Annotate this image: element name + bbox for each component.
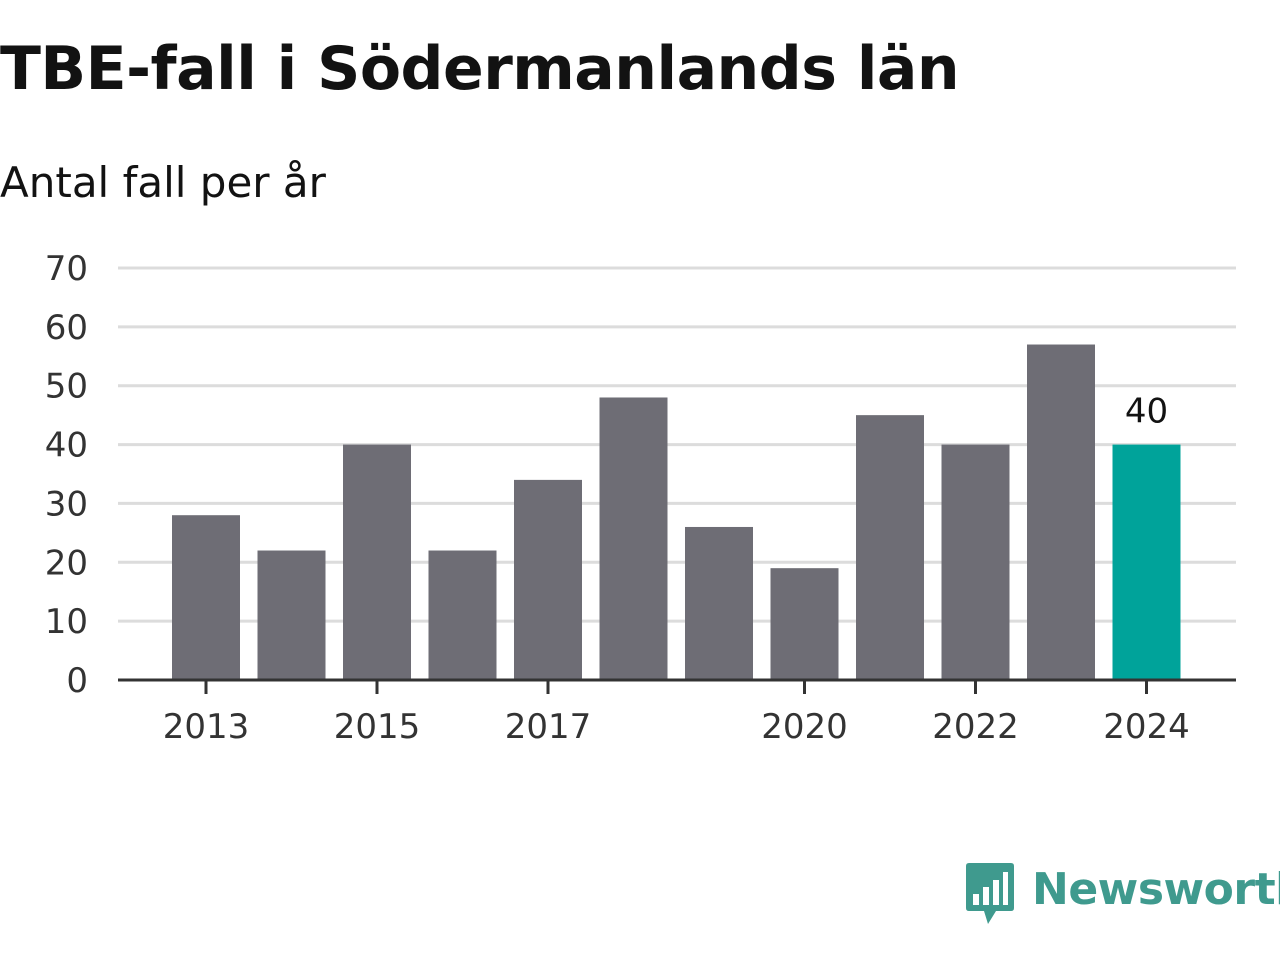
bar-2016 [428,550,497,680]
chart-subtitle: Antal fall per år [0,158,326,207]
y-tick-label: 0 [66,661,88,701]
chart-title: TBE-fall i Södermanlands län [0,34,960,104]
bar-2015 [343,444,411,680]
bars [172,344,1181,680]
bar-2019 [685,526,753,680]
bar-2014 [257,550,326,680]
bar-2022 [941,444,1010,680]
x-tick-label: 2024 [1103,707,1190,747]
bar-2024 [1112,444,1181,680]
x-tick-label: 2017 [505,707,592,747]
x-tick-label: 2013 [163,707,250,747]
y-tick-label: 60 [45,308,88,348]
bar-2020 [770,568,839,680]
y-tick-label: 50 [45,367,88,407]
y-tick-label: 10 [45,602,88,642]
bar-2021 [856,415,924,680]
y-tick-label: 20 [45,543,88,583]
labels: 0 10 20 30 40 50 60 70 2013 2015 2017 2020 2022 2024 4… [45,249,1190,747]
bar-2023 [1027,344,1095,680]
x-tick-label: 2015 [334,707,421,747]
brand-name: Newsworthy [1032,864,1280,915]
bar-2017 [514,479,582,680]
y-tick-label: 30 [45,484,88,524]
newsworthy-logo-icon [966,863,1014,924]
x-tick-label: 2022 [932,707,1019,747]
x-tick-label: 2020 [761,707,848,747]
data-label: 40 [1125,392,1168,432]
y-tick-label: 40 [45,426,88,466]
bar-2018 [599,397,668,680]
bar-2013 [172,515,240,680]
x-axis [118,678,1236,694]
y-tick-label: 70 [45,249,88,289]
